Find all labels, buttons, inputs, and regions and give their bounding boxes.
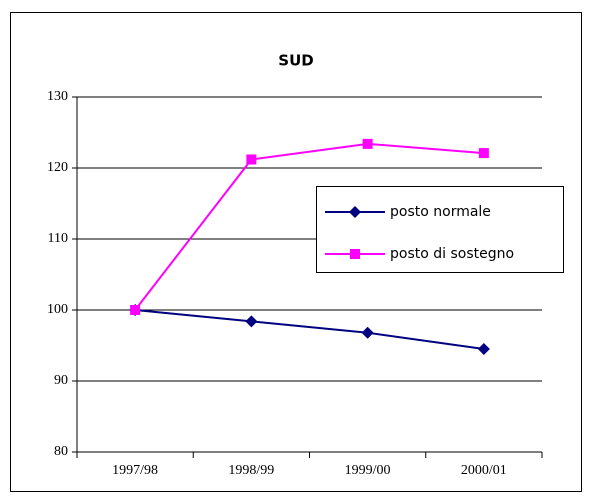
y-tick-label: 80	[54, 444, 68, 459]
y-tick-label: 120	[47, 160, 68, 175]
marker	[362, 138, 373, 149]
marker	[245, 315, 258, 328]
marker	[246, 154, 257, 165]
series-line	[134, 142, 484, 311]
legend-label: posto di sostegno	[390, 246, 514, 262]
marker	[361, 326, 374, 339]
x-tick-label: 1998/99	[228, 463, 274, 478]
marker	[349, 206, 361, 218]
marker	[130, 305, 141, 315]
marker	[477, 343, 490, 356]
x-tick-label: 1999/00	[345, 463, 391, 478]
legend-label: posto normale	[390, 204, 491, 220]
marker	[478, 148, 489, 159]
series-line	[135, 309, 485, 351]
chart-title: SUD	[278, 52, 313, 70]
y-tick-label: 100	[47, 302, 68, 317]
y-tick-label: 130	[47, 89, 68, 104]
x-tick-label: 2000/01	[461, 463, 507, 478]
y-tick-label: 110	[48, 231, 68, 246]
marker	[350, 249, 360, 259]
x-tick-label: 1997/98	[112, 463, 158, 478]
y-tick-label: 90	[54, 373, 68, 388]
